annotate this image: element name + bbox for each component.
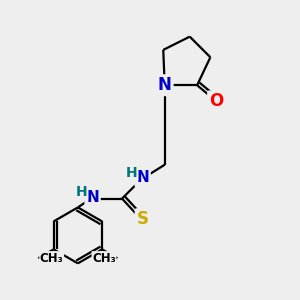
Text: CH₃: CH₃ — [92, 252, 116, 265]
Text: O: O — [209, 92, 224, 110]
Text: S: S — [136, 210, 148, 228]
Text: CH₃: CH₃ — [40, 252, 64, 265]
Text: N: N — [136, 170, 149, 185]
Text: N: N — [86, 190, 99, 205]
Text: H: H — [76, 185, 88, 199]
Text: N: N — [158, 76, 172, 94]
Text: H: H — [126, 166, 138, 180]
